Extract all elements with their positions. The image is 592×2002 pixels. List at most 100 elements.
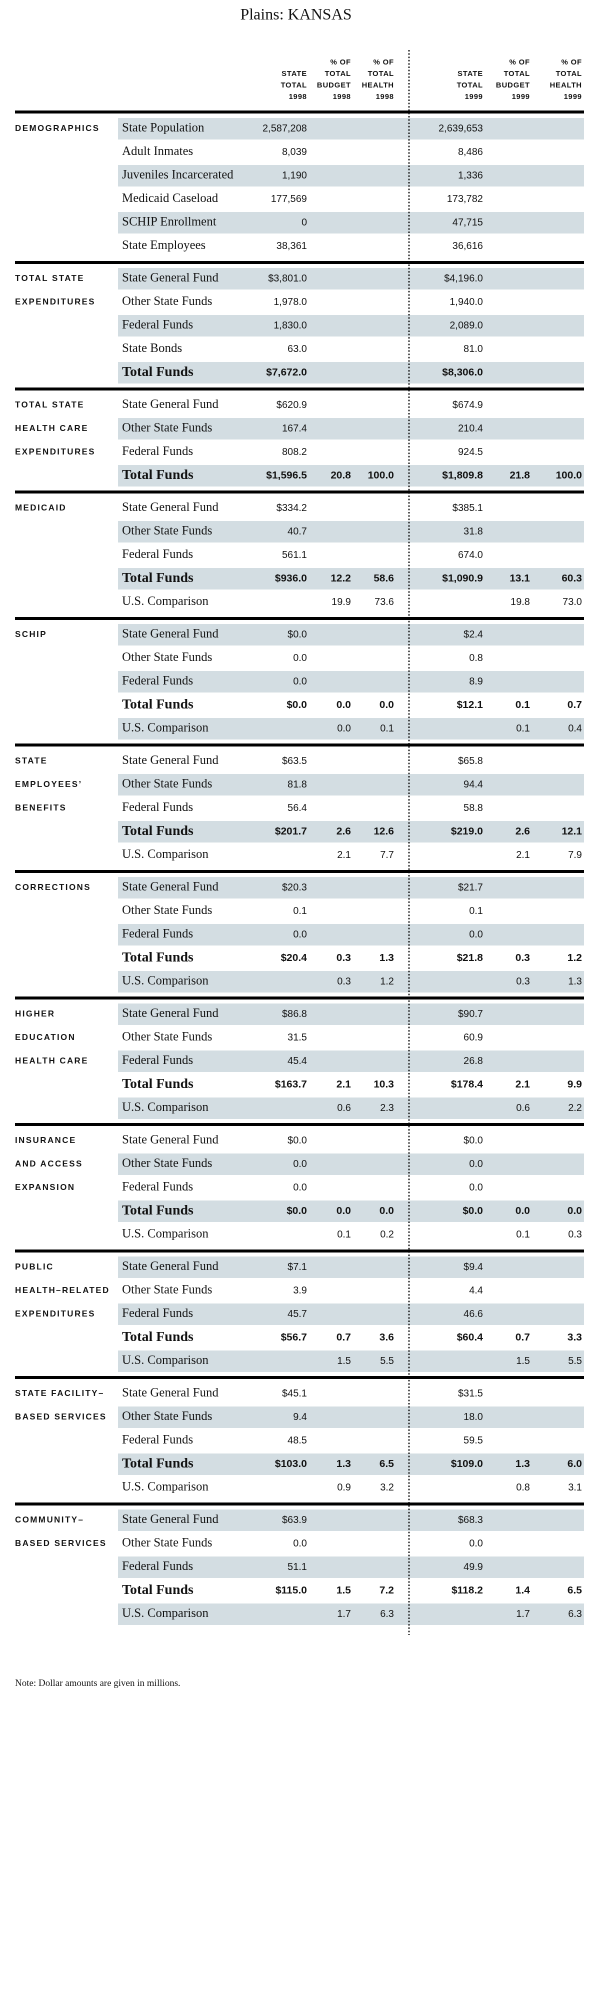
row-label: U.S. Comparison xyxy=(122,1353,209,1367)
row-label: State General Fund xyxy=(122,500,219,514)
cell-value: 1.5 xyxy=(516,1356,530,1367)
cell-value: $21.7 xyxy=(458,882,483,893)
row-label: Total Funds xyxy=(122,1077,194,1092)
cell-value: $21.8 xyxy=(457,952,483,964)
column-header: TOTAL xyxy=(457,80,483,89)
row-label: Total Funds xyxy=(122,697,194,712)
row-label: U.S. Comparison xyxy=(122,1100,209,1114)
cell-value: 100.0 xyxy=(556,470,582,482)
cell-value: 1,940.0 xyxy=(450,297,484,308)
row-label: Other State Funds xyxy=(122,1283,212,1297)
cell-value: 40.7 xyxy=(288,526,308,537)
cell-value: $163.7 xyxy=(275,1079,307,1091)
cell-value: 0.0 xyxy=(469,929,483,940)
cell-value: 0.3 xyxy=(337,976,351,987)
section-label: HEALTH–RELATED xyxy=(15,1285,110,1295)
row-label: Total Funds xyxy=(122,1456,194,1471)
cell-value: 1.5 xyxy=(337,1356,351,1367)
row-label: State General Fund xyxy=(122,880,219,894)
row-label: Federal Funds xyxy=(122,1180,193,1194)
row-label: Medicaid Caseload xyxy=(122,191,219,205)
section-label: SCHIP xyxy=(15,629,47,639)
row-label: Total Funds xyxy=(122,1583,194,1598)
row-label: State Population xyxy=(122,121,205,135)
cell-value: 45.7 xyxy=(288,1309,308,1320)
row-shading xyxy=(118,362,584,384)
cell-value: 94.4 xyxy=(464,779,484,790)
cell-value: $0.0 xyxy=(464,1135,484,1146)
cell-value: 0.3 xyxy=(515,952,530,964)
cell-value: 0.0 xyxy=(293,1182,307,1193)
cell-value: 3.1 xyxy=(568,1482,582,1493)
section-label: BENEFITS xyxy=(15,803,67,813)
row-label: Total Funds xyxy=(122,1330,194,1345)
cell-value: 59.5 xyxy=(464,1435,484,1446)
cell-value: 19.8 xyxy=(511,597,531,608)
row-label: U.S. Comparison xyxy=(122,1606,209,1620)
column-header: BUDGET xyxy=(496,80,530,89)
cell-value: $385.1 xyxy=(452,503,483,514)
column-header: STATE xyxy=(282,69,307,78)
cell-value: $63.9 xyxy=(282,1515,307,1526)
cell-value: 0.1 xyxy=(337,1229,351,1240)
cell-value: 38,361 xyxy=(276,241,307,252)
row-label: Federal Funds xyxy=(122,1433,193,1447)
cell-value: 1.2 xyxy=(380,976,394,987)
row-label: Other State Funds xyxy=(122,1536,212,1550)
cell-value: 8,486 xyxy=(458,147,483,158)
cell-value: $56.7 xyxy=(281,1332,307,1344)
section-label: HEALTH CARE xyxy=(15,1056,89,1066)
cell-value: 19.9 xyxy=(332,597,352,608)
cell-value: 20.8 xyxy=(331,470,352,482)
cell-value: 26.8 xyxy=(464,1056,484,1067)
cell-value: 0.1 xyxy=(516,723,530,734)
cell-value: 60.3 xyxy=(562,573,583,585)
section-label: EDUCATION xyxy=(15,1032,76,1042)
cell-value: $0.0 xyxy=(287,1205,308,1217)
cell-value: 1,336 xyxy=(458,170,483,181)
cell-value: 0.6 xyxy=(516,1103,530,1114)
cell-value: 0.7 xyxy=(515,1332,530,1344)
column-header: 1999 xyxy=(564,92,582,101)
cell-value: 674.0 xyxy=(458,550,483,561)
row-label: Federal Funds xyxy=(122,318,193,332)
row-label: Other State Funds xyxy=(122,1030,212,1044)
row-label: State General Fund xyxy=(122,271,219,285)
row-label: Federal Funds xyxy=(122,547,193,561)
row-label: State General Fund xyxy=(122,397,219,411)
row-shading xyxy=(118,418,584,440)
cell-value: 47,715 xyxy=(452,217,483,228)
cell-value: 561.1 xyxy=(282,550,307,561)
column-header: TOTAL xyxy=(281,80,307,89)
section-label: STATE xyxy=(15,756,48,766)
cell-value: 48.5 xyxy=(288,1435,308,1446)
section-label: EMPLOYEES’ xyxy=(15,779,82,789)
cell-value: 0.9 xyxy=(337,1482,351,1493)
cell-value: 8.9 xyxy=(469,676,483,687)
cell-value: 73.6 xyxy=(375,597,395,608)
cell-value: 0.8 xyxy=(516,1482,530,1493)
section-label: AND ACCESS xyxy=(15,1159,83,1169)
row-label: Federal Funds xyxy=(122,674,193,688)
row-label: Total Funds xyxy=(122,365,194,380)
row-shading xyxy=(118,1153,584,1175)
row-label: State Employees xyxy=(122,238,206,252)
section-label: HEALTH CARE xyxy=(15,423,89,433)
cell-value: 9.9 xyxy=(567,1079,582,1091)
cell-value: 0.0 xyxy=(293,1159,307,1170)
cell-value: 36,616 xyxy=(452,241,483,252)
cell-value: 210.4 xyxy=(458,423,483,434)
section-label: COMMUNITY– xyxy=(15,1515,84,1525)
column-header: 1999 xyxy=(465,92,483,101)
cell-value: $8,306.0 xyxy=(442,367,483,379)
section-label: STATE FACILITY– xyxy=(15,1388,104,1398)
row-label: State General Fund xyxy=(122,1133,219,1147)
column-header: TOTAL xyxy=(325,69,351,78)
row-label: State General Fund xyxy=(122,753,219,767)
column-header: TOTAL xyxy=(368,69,394,78)
cell-value: 21.8 xyxy=(510,470,531,482)
cell-value: 2,587,208 xyxy=(263,123,308,134)
cell-value: 12.2 xyxy=(331,573,352,585)
cell-value: 2,089.0 xyxy=(450,320,484,331)
